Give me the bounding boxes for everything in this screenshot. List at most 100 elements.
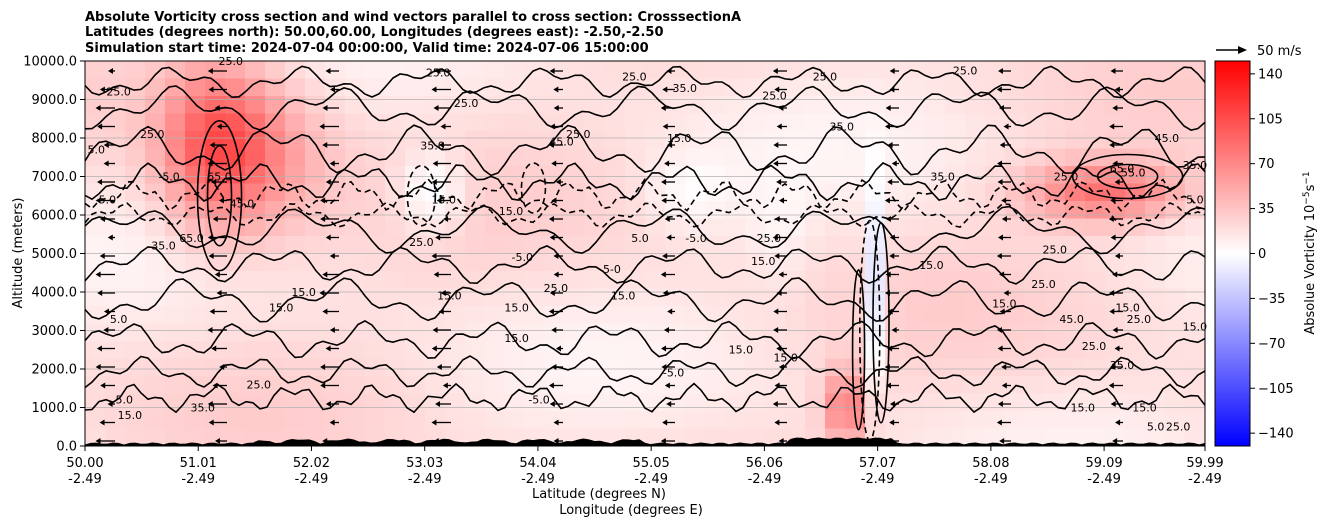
vorticity-cell (205, 253, 226, 272)
vorticity-cell (1025, 288, 1046, 307)
vorticity-cell (1105, 113, 1126, 132)
vorticity-cell (365, 96, 386, 115)
vorticity-cell (445, 113, 466, 132)
vorticity-cell (185, 376, 206, 395)
vorticity-cell (565, 288, 586, 307)
vorticity-cell (445, 166, 466, 185)
vorticity-cell (1045, 253, 1066, 272)
vorticity-cell (85, 131, 106, 150)
wind-vector-head (999, 105, 1005, 111)
vorticity-cell (405, 236, 426, 255)
vorticity-cell (465, 61, 486, 80)
vorticity-cell (1085, 271, 1106, 290)
vorticity-cell (405, 288, 426, 307)
vorticity-cell (105, 236, 126, 255)
vorticity-cell (845, 253, 866, 272)
vorticity-cell (725, 306, 746, 325)
vorticity-cell (385, 376, 406, 395)
vorticity-cell (365, 61, 386, 80)
colorbar-tick-label: 35 (1258, 202, 1275, 217)
vorticity-cell (665, 323, 686, 342)
vorticity-cell (645, 78, 666, 97)
vorticity-cell (365, 218, 386, 237)
contour-label: 25.0 (622, 70, 647, 83)
vorticity-cell (485, 253, 506, 272)
vorticity-cell (1045, 166, 1066, 185)
vorticity-cell (305, 376, 326, 395)
vorticity-cell (605, 96, 626, 115)
vorticity-cell (925, 271, 946, 290)
vorticity-cell (345, 253, 366, 272)
contour-label: 5.0 (99, 193, 117, 206)
vorticity-cell (1045, 96, 1066, 115)
vorticity-cell (945, 201, 966, 220)
vorticity-cell (445, 236, 466, 255)
vorticity-cell (525, 96, 546, 115)
vorticity-cell (605, 131, 626, 150)
vorticity-cell (685, 411, 706, 430)
vorticity-cell (125, 341, 146, 360)
vorticity-cell (925, 306, 946, 325)
colorbar-label-unit: s (1303, 184, 1318, 191)
vorticity-cell (865, 393, 886, 412)
vorticity-cell (845, 201, 866, 220)
vorticity-cell (685, 271, 706, 290)
vorticity-cell (265, 271, 286, 290)
wind-vector-head (100, 382, 106, 389)
vorticity-cell (845, 96, 866, 115)
vorticity-cell (85, 166, 106, 185)
vorticity-cell (1145, 323, 1166, 342)
vorticity-cell (985, 113, 1006, 132)
vorticity-cell (925, 411, 946, 430)
vorticity-cell (1025, 341, 1046, 360)
vorticity-cell (725, 253, 746, 272)
vorticity-cell (625, 201, 646, 220)
colorbar-tick-label: −70 (1258, 337, 1285, 352)
contour-line (85, 355, 1205, 389)
vorticity-cell (1085, 236, 1106, 255)
vorticity-cell (785, 271, 806, 290)
vorticity-cell (505, 236, 526, 255)
vorticity-cell (525, 218, 546, 237)
vorticity-cell (385, 166, 406, 185)
vorticity-cell (1185, 323, 1205, 342)
vorticity-cell (885, 96, 906, 115)
vorticity-cell (705, 61, 726, 80)
vorticity-cell (125, 61, 146, 80)
vorticity-cell (325, 148, 346, 167)
vorticity-cell (165, 411, 186, 430)
vorticity-cell (145, 341, 166, 360)
wind-vector-head (884, 197, 890, 204)
title-line-2: Latitudes (degrees north): 50.00,60.00, … (85, 25, 664, 40)
vorticity-cell (1165, 358, 1186, 377)
vorticity-cell (265, 218, 286, 237)
vorticity-cell (325, 306, 346, 325)
vorticity-cell (265, 341, 286, 360)
vorticity-cell (625, 323, 646, 342)
vorticity-cell (785, 201, 806, 220)
vorticity-cell (145, 323, 166, 342)
vorticity-cell (665, 411, 686, 430)
vorticity-cell (1145, 253, 1166, 272)
vorticity-cell (145, 96, 166, 115)
vorticity-cell (85, 358, 106, 377)
vorticity-cell (325, 323, 346, 342)
vorticity-cell (825, 323, 846, 342)
wind-vector-head (211, 179, 217, 185)
vorticity-cell (485, 96, 506, 115)
contour-loop (406, 164, 437, 227)
vorticity-cell (1165, 78, 1186, 97)
wind-vector-head (772, 234, 778, 241)
vorticity-cell (265, 288, 286, 307)
y-tick-label: 2000.0 (32, 363, 78, 378)
wind-vector-head (209, 142, 215, 148)
wind-vector-head (996, 419, 1002, 426)
contour-label: 55.0 (1121, 167, 1146, 180)
x-tick-label-lat: 59.99 (1186, 456, 1223, 471)
wind-vector-head (431, 86, 437, 93)
vorticity-cell (705, 183, 726, 202)
wind-vector-head (551, 327, 557, 333)
vorticity-cell (205, 393, 226, 412)
vorticity-cell (365, 78, 386, 97)
contour-label: 25.0 (106, 86, 131, 99)
